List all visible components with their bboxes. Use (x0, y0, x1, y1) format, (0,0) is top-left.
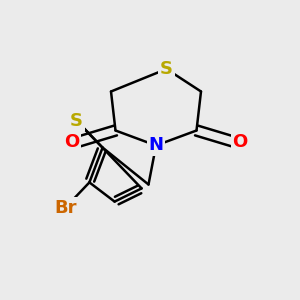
Text: O: O (64, 133, 80, 151)
Text: Br: Br (54, 199, 77, 217)
Text: O: O (232, 133, 247, 151)
Text: S: S (70, 112, 83, 130)
Text: N: N (148, 136, 164, 154)
Text: S: S (160, 60, 173, 78)
